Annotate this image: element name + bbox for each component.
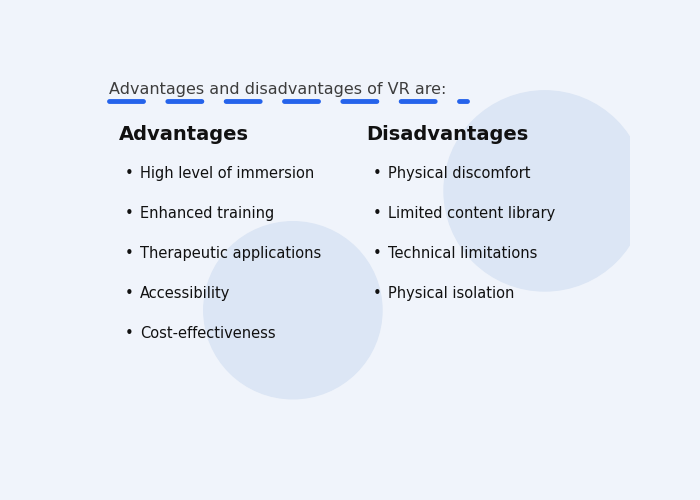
Text: •: • [125,286,134,302]
Text: Advantages and disadvantages of VR are:: Advantages and disadvantages of VR are: [109,82,447,96]
Text: Physical discomfort: Physical discomfort [389,166,531,182]
Text: High level of immersion: High level of immersion [140,166,314,182]
Circle shape [444,91,645,291]
Text: •: • [125,326,134,342]
Text: •: • [372,246,382,262]
Text: •: • [372,286,382,302]
Text: Cost-effectiveness: Cost-effectiveness [140,326,276,342]
Text: Advantages: Advantages [118,126,248,144]
Text: Therapeutic applications: Therapeutic applications [140,246,321,262]
Text: Accessibility: Accessibility [140,286,230,302]
Text: •: • [125,166,134,182]
Text: •: • [372,166,382,182]
Text: •: • [125,206,134,222]
Text: Disadvantages: Disadvantages [367,126,528,144]
Text: Technical limitations: Technical limitations [389,246,538,262]
Text: •: • [125,246,134,262]
Circle shape [204,222,382,399]
Text: •: • [372,206,382,222]
Text: Physical isolation: Physical isolation [389,286,514,302]
Text: Enhanced training: Enhanced training [140,206,274,222]
Text: Limited content library: Limited content library [389,206,556,222]
